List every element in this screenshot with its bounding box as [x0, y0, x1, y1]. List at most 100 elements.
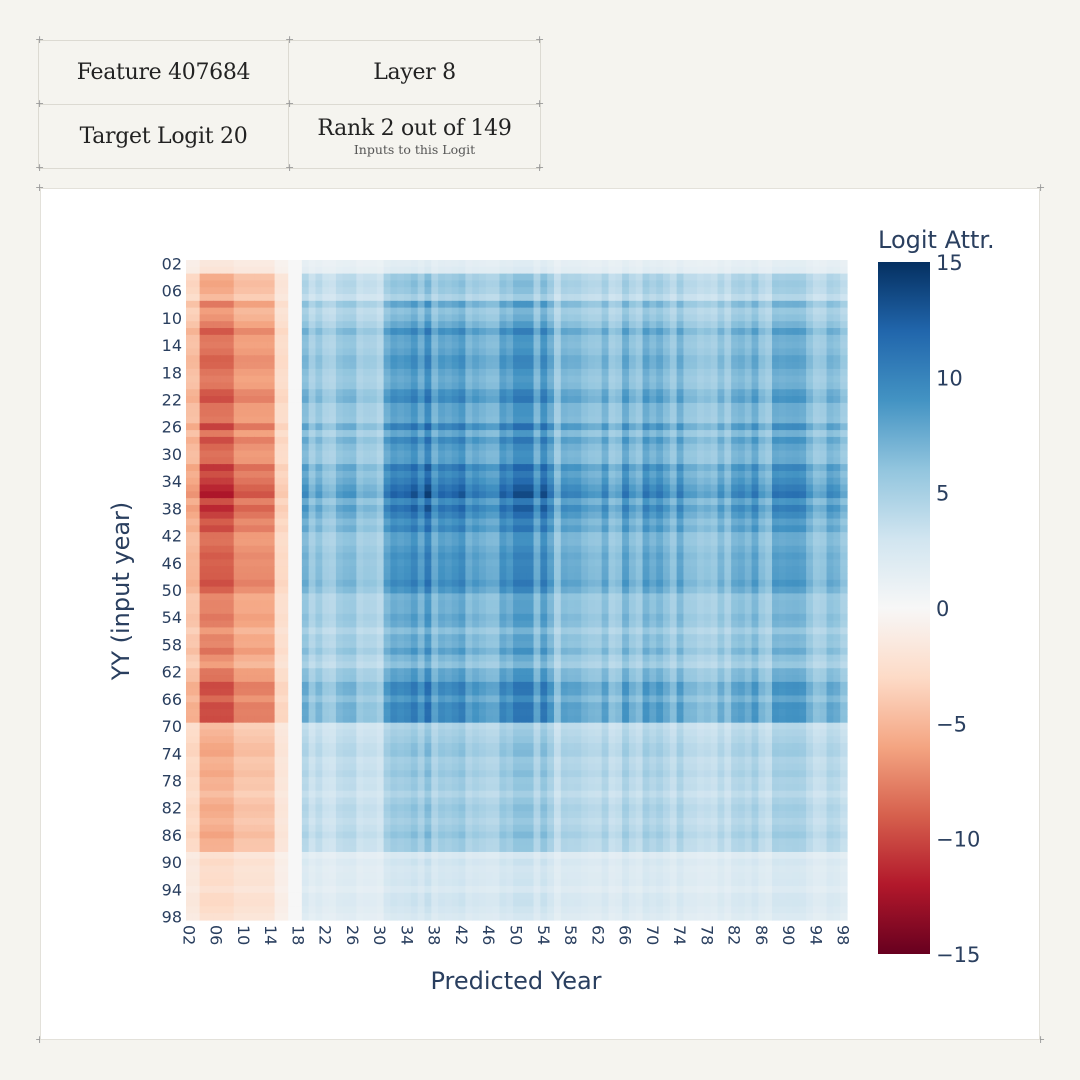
heatmap-cell — [526, 389, 535, 397]
heatmap-cell — [717, 430, 725, 438]
heatmap-cell — [260, 362, 269, 370]
heatmap-cell — [342, 518, 351, 526]
heatmap-cell — [703, 321, 712, 329]
heatmap-cell — [526, 409, 535, 418]
heatmap-cell — [731, 328, 739, 336]
heatmap-cell — [363, 375, 371, 384]
heatmap-cell — [267, 450, 276, 458]
heatmap-cell — [772, 538, 780, 547]
heatmap-cell — [465, 498, 473, 506]
heatmap-cell — [254, 396, 262, 404]
heatmap-cell — [281, 389, 289, 397]
heatmap-cell — [376, 443, 385, 452]
heatmap-cell — [301, 477, 310, 486]
heatmap-cell — [369, 498, 378, 506]
heatmap-cell — [247, 470, 255, 479]
heatmap-cell — [444, 423, 453, 431]
heatmap-cell — [410, 511, 419, 520]
heatmap-cell — [322, 436, 330, 445]
heatmap-cell — [288, 260, 296, 268]
corner-mark: + — [1036, 1033, 1046, 1046]
heatmap-cell — [581, 368, 589, 377]
heatmap-cell — [806, 314, 814, 322]
heatmap-cell — [329, 504, 337, 513]
heatmap-cell — [676, 300, 685, 309]
heatmap-cell — [376, 538, 385, 547]
heatmap-cell — [567, 280, 576, 288]
heatmap-cell — [431, 314, 439, 322]
heatmap-cell — [690, 321, 698, 329]
heatmap-cell — [833, 511, 841, 520]
heatmap-cell — [247, 416, 255, 424]
heatmap-cell — [479, 545, 487, 554]
heatmap-cell — [567, 423, 576, 431]
heatmap-cell — [731, 300, 739, 309]
heatmap-cell — [199, 477, 208, 486]
heatmap-cell — [574, 287, 582, 295]
heatmap-cell — [458, 586, 466, 594]
heatmap-cell — [485, 532, 494, 540]
heatmap-cell — [683, 294, 691, 302]
heatmap-cell — [322, 593, 330, 601]
heatmap-cell — [737, 552, 746, 560]
heatmap-cell — [724, 287, 732, 295]
heatmap-cell — [567, 545, 576, 554]
heatmap-cell — [417, 525, 426, 533]
heatmap-cell — [731, 321, 739, 329]
heatmap-cell — [506, 586, 514, 594]
heatmap-cell — [220, 566, 228, 574]
corner-mark: + — [35, 182, 44, 193]
heatmap-cell — [267, 294, 276, 302]
heatmap-cell — [717, 552, 725, 560]
heatmap-cell — [376, 416, 385, 424]
heatmap-cell — [206, 416, 214, 424]
heatmap-cell — [785, 266, 794, 275]
heatmap-cell — [295, 300, 303, 309]
heatmap-cell — [369, 416, 378, 424]
heatmap-cell — [329, 593, 337, 601]
heatmap-cell — [213, 525, 221, 533]
heatmap-cell — [506, 409, 514, 418]
heatmap-cell — [765, 389, 773, 397]
heatmap-cell — [485, 287, 494, 295]
heatmap-cell — [792, 545, 800, 554]
heatmap-cell — [295, 511, 303, 520]
heatmap-cell — [751, 402, 760, 411]
heatmap-cell — [451, 450, 460, 458]
heatmap-cell — [594, 436, 603, 445]
heatmap-cell — [451, 355, 460, 363]
heatmap-cell — [213, 416, 221, 424]
heatmap-cell — [642, 511, 650, 520]
heatmap-cell — [547, 504, 555, 513]
heatmap-cell — [186, 538, 194, 547]
heatmap-cell — [690, 498, 698, 506]
heatmap-cell — [267, 280, 276, 288]
heatmap-cell — [601, 280, 610, 288]
heatmap-chart[interactable]: 02 06 10 14 18 22 26 30 34 38 42 46 50 54 58 62 66 70 74 78… — [41, 189, 1039, 1039]
heatmap-cell — [438, 450, 446, 458]
heatmap-cell — [492, 511, 501, 520]
heatmap-cell — [690, 586, 698, 594]
heatmap-cell — [206, 280, 214, 288]
heatmap-cell — [301, 294, 310, 302]
heatmap-cell — [424, 341, 432, 350]
heatmap-cell — [758, 552, 766, 560]
heatmap-cell — [274, 416, 282, 424]
heatmap-cell — [356, 491, 364, 499]
heatmap-cell — [547, 538, 555, 547]
heatmap-cell — [601, 477, 610, 486]
heatmap-cell — [335, 389, 344, 397]
heatmap-cell — [519, 559, 528, 567]
heatmap-cell — [669, 532, 678, 540]
heatmap-cell — [731, 559, 739, 567]
heatmap-cell — [192, 566, 201, 574]
heatmap-cell — [335, 532, 344, 540]
heatmap-cell — [683, 484, 691, 492]
heatmap-cell — [220, 321, 228, 329]
heatmap-cell — [288, 491, 296, 499]
heatmap-cell — [213, 477, 221, 486]
heatmap-cell — [206, 300, 214, 309]
heatmap-cell — [506, 328, 514, 336]
heatmap-cell — [772, 362, 780, 370]
heatmap-cell — [540, 518, 548, 526]
